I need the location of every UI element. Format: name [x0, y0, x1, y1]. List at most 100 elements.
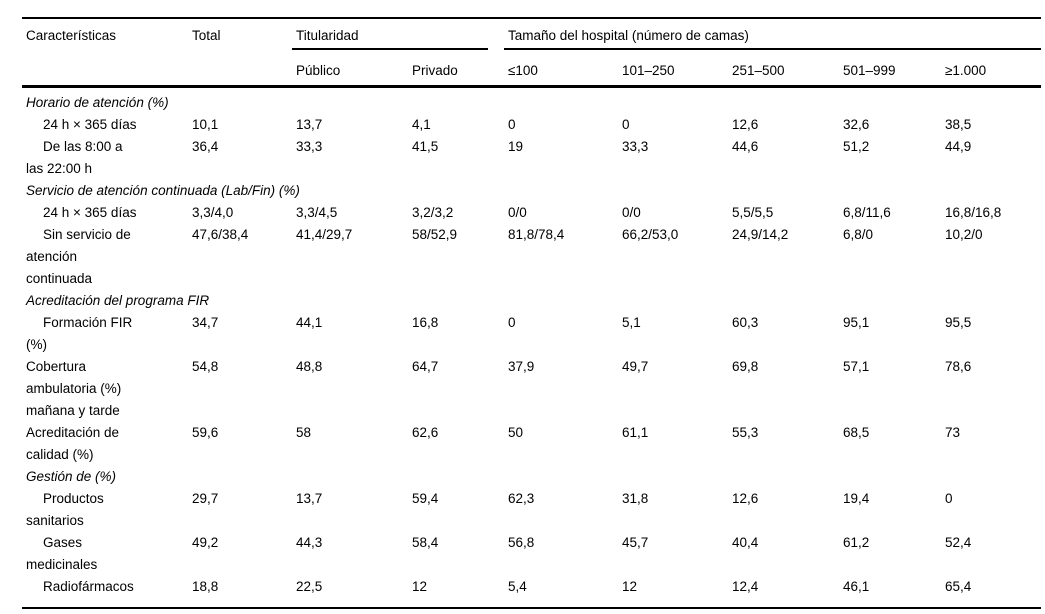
cell-value: 5,4 — [508, 579, 527, 594]
cell-value: 44,6 — [732, 139, 759, 154]
col-header-beds-101-250: 101–250 — [618, 50, 728, 88]
cell-value: 78,6 — [945, 359, 972, 374]
row-label: Productos sanitarios — [26, 491, 104, 528]
cell-value: 33,3 — [622, 139, 649, 154]
col-group-tamano-hospital: Tamaño del hospital (número de camas) — [504, 18, 1041, 50]
cell-value: 13,7 — [296, 117, 323, 132]
col-header-beds-251-500: 251–500 — [728, 50, 839, 88]
cell-value: 0/0 — [622, 205, 641, 220]
col-header-beds-501-999: 501–999 — [839, 50, 941, 88]
cell-value: 36,4 — [192, 139, 219, 154]
cell-value: 44,3 — [296, 535, 323, 550]
cell-value: 16,8 — [412, 315, 439, 330]
cell-value: 3,3/4,0 — [192, 205, 234, 220]
cell-value: 59,4 — [412, 491, 439, 506]
table-row: Formación FIR (%) 34,7 44,1 16,8 0 5,1 60,3 95,… — [22, 312, 1041, 356]
section-row: Acreditación del programa FIR — [22, 290, 1041, 312]
cell-value: 3,2/3,2 — [412, 205, 454, 220]
cell-value: 33,3 — [296, 139, 323, 154]
cell-value: 18,8 — [192, 579, 219, 594]
cell-value: 6,8/0 — [843, 227, 874, 242]
cell-value: 95,5 — [945, 315, 972, 330]
table-row: Productos sanitarios 29,7 13,7 59,4 62,3 31,8… — [22, 488, 1041, 532]
section-row: Horario de atención (%) — [22, 87, 1041, 115]
row-label: Formación FIR (%) — [26, 315, 133, 352]
cell-value: 61,2 — [843, 535, 870, 550]
cell-value: 62,6 — [412, 425, 439, 440]
cell-value: 0/0 — [508, 205, 527, 220]
cell-value: 68,5 — [843, 425, 870, 440]
cell-value: 45,7 — [622, 535, 649, 550]
cell-value: 49,2 — [192, 535, 219, 550]
table-row: Cobertura ambulatoria (%) mañana y tarde… — [22, 356, 1041, 422]
cell-value: 24,9/14,2 — [732, 227, 789, 242]
cell-value: 40,4 — [732, 535, 759, 550]
row-label: Cobertura ambulatoria (%) mañana y tarde — [26, 359, 122, 418]
cell-value: 62,3 — [508, 491, 535, 506]
cell-value: 64,7 — [412, 359, 439, 374]
col-header-privado: Privado — [408, 50, 504, 88]
cell-value: 41,5 — [412, 139, 439, 154]
header-row-subcolumns: Público Privado ≤100 101–250 251–500 501–999 ≥… — [22, 50, 1041, 88]
row-label: Gases medicinales — [26, 535, 98, 572]
col-header-publico: Público — [292, 50, 408, 88]
cell-value: 12,6 — [732, 491, 759, 506]
hospital-characteristics-table: Características Total Titularidad Tamaño… — [22, 17, 1041, 609]
section-label: Acreditación del programa FIR — [26, 293, 210, 308]
table-row: De las 8:00 a las 22:00 h 36,4 33,3 41,5 19 3… — [22, 136, 1041, 180]
col-header-beds-le-100: ≤100 — [504, 50, 618, 88]
cell-value: 22,5 — [296, 579, 323, 594]
col-header-caracteristicas: Características — [22, 18, 188, 88]
table-row: Gases medicinales 49,2 44,3 58,4 56,8 45,7 40,… — [22, 532, 1041, 576]
cell-value: 54,8 — [192, 359, 219, 374]
table-row: 24 h × 365 días 3,3/4,0 3,3/4,5 3,2/3,2 0/0 0… — [22, 202, 1041, 224]
cell-value: 95,1 — [843, 315, 870, 330]
table-row: 24 h × 365 días 10,1 13,7 4,1 0 0 12,6 32,6 38,5 — [22, 114, 1041, 136]
cell-value: 81,8/78,4 — [508, 227, 565, 242]
col-group-titularidad: Titularidad — [292, 18, 504, 50]
col-header-total: Total — [188, 18, 292, 88]
cell-value: 3,3/4,5 — [296, 205, 338, 220]
cell-value: 44,9 — [945, 139, 972, 154]
cell-value: 12 — [412, 579, 428, 594]
cell-value: 0 — [508, 117, 516, 132]
row-label: 24 h × 365 días — [43, 117, 137, 132]
row-label: Acreditación de calidad (%) — [26, 425, 120, 462]
cell-value: 47,6/38,4 — [192, 227, 249, 242]
cell-value: 61,1 — [622, 425, 649, 440]
cell-value: 32,6 — [843, 117, 870, 132]
table-row: Acreditación de calidad (%) 59,6 58 62,6 50 6… — [22, 422, 1041, 466]
cell-value: 6,8/11,6 — [843, 205, 891, 220]
cell-value: 49,7 — [622, 359, 649, 374]
col-header-beds-ge-1000: ≥1.000 — [941, 50, 1041, 88]
table-row: Radiofármacos 18,8 22,5 12 5,4 12 12,4 46,1 65,4 — [22, 576, 1041, 608]
cell-value: 37,9 — [508, 359, 535, 374]
cell-value: 55,3 — [732, 425, 759, 440]
cell-value: 58/52,9 — [412, 227, 458, 242]
cell-value: 19 — [508, 139, 524, 154]
col-group-titularidad-label: Titularidad — [292, 28, 488, 50]
cell-value: 16,8/16,8 — [945, 205, 1002, 220]
cell-value: 34,7 — [192, 315, 219, 330]
cell-value: 60,3 — [732, 315, 759, 330]
cell-value: 44,1 — [296, 315, 323, 330]
section-label: Gestión de (%) — [26, 469, 117, 484]
cell-value: 10,1 — [192, 117, 219, 132]
cell-value: 13,7 — [296, 491, 323, 506]
section-label: Servicio de atención continuada (Lab/Fin… — [26, 183, 300, 198]
cell-value: 51,2 — [843, 139, 870, 154]
cell-value: 58 — [296, 425, 312, 440]
cell-value: 10,2/0 — [945, 227, 983, 242]
cell-value: 50 — [508, 425, 524, 440]
cell-value: 41,4/29,7 — [296, 227, 353, 242]
cell-value: 48,8 — [296, 359, 323, 374]
cell-value: 4,1 — [412, 117, 431, 132]
header-row-groups: Características Total Titularidad Tamaño… — [22, 18, 1041, 88]
section-label: Horario de atención (%) — [26, 95, 169, 110]
cell-value: 0 — [508, 315, 516, 330]
row-label: Radiofármacos — [43, 579, 134, 594]
cell-value: 56,8 — [508, 535, 535, 550]
row-label: Sin servicio de atención continuada — [26, 227, 131, 286]
cell-value: 38,5 — [945, 117, 972, 132]
